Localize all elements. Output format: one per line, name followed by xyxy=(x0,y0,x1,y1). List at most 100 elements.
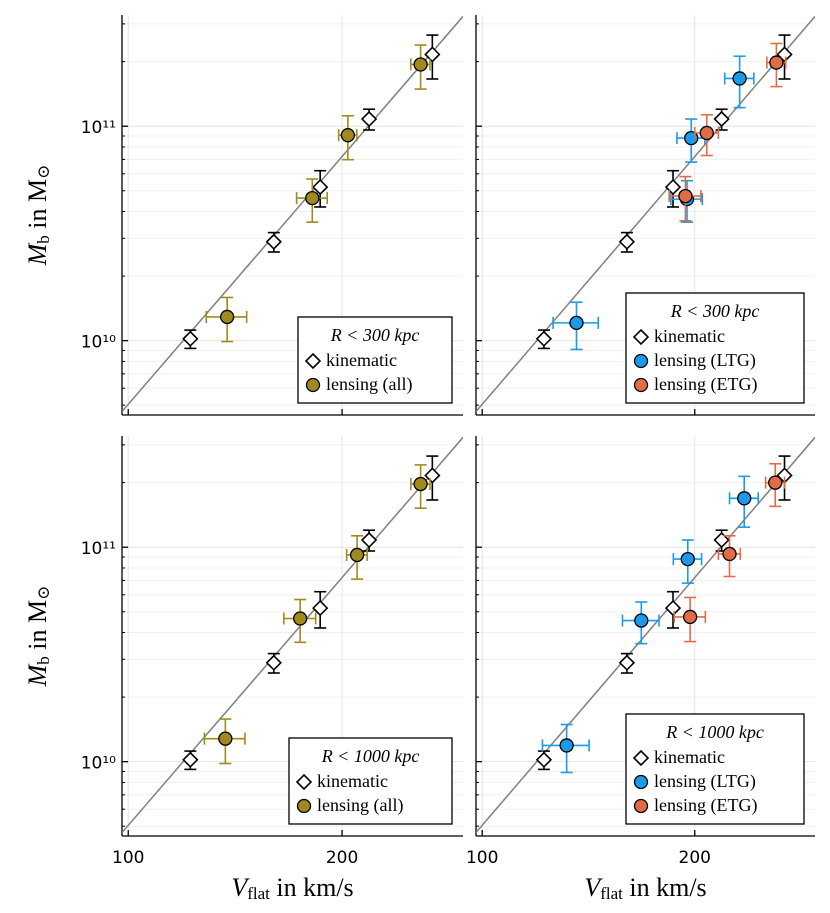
x-tick-label: 200 xyxy=(326,848,358,868)
legend-label: kinematic xyxy=(654,326,725,346)
relation-line xyxy=(476,15,815,413)
legend-label: kinematic xyxy=(654,747,725,767)
legend: R < 1000 kpc kinematic lensing (LTG) lensin… xyxy=(625,713,805,825)
y-axis-label: Mb in M⊙ xyxy=(23,165,53,267)
label-part: M xyxy=(23,242,52,266)
y-tick-label: 10¹¹ xyxy=(81,539,116,559)
label-part: flat xyxy=(247,884,270,903)
x-axis-label: Vflat in km/s xyxy=(231,873,353,903)
relation-line xyxy=(122,15,463,413)
legend-marker xyxy=(305,377,321,393)
data-point xyxy=(360,531,378,549)
y-tick-label: 10¹¹ xyxy=(81,118,116,138)
y-axis-label: Mb in M⊙ xyxy=(23,586,53,688)
label-part: V xyxy=(231,873,250,902)
legend-marker xyxy=(633,353,649,369)
data-point xyxy=(535,751,553,768)
label-part: in km/s xyxy=(623,873,707,902)
legend-marker xyxy=(304,352,322,370)
data-point xyxy=(618,654,636,671)
x-tick-label: 100 xyxy=(466,848,498,868)
y-tick-label: 10¹⁰ xyxy=(81,754,116,774)
label-part: M xyxy=(23,663,52,687)
data-point xyxy=(265,654,282,671)
data-point xyxy=(722,546,737,562)
data-point xyxy=(737,491,752,506)
data-point xyxy=(219,309,235,325)
legend-box xyxy=(625,713,805,825)
legend-marker xyxy=(633,798,649,814)
legend: R < 300 kpc kinematic lensing (LTG) lensing… xyxy=(625,292,805,404)
legend-title: R < 300 kpc xyxy=(670,301,760,321)
y-tick-label: 10¹⁰ xyxy=(81,333,116,353)
data-point xyxy=(218,731,233,746)
label-part: b xyxy=(34,235,53,244)
data-point xyxy=(265,233,282,250)
data-point xyxy=(424,467,441,484)
legend-label: kinematic xyxy=(317,771,388,791)
data-point xyxy=(182,330,199,347)
legend-marker xyxy=(633,377,649,393)
data-point xyxy=(634,613,649,628)
label-part: b xyxy=(34,656,53,665)
legend-label: kinematic xyxy=(326,350,397,370)
legend-marker xyxy=(632,328,650,346)
panel: R < 300 kpc kinematic lensing (LTG) lensing… xyxy=(475,15,815,416)
legend-title: R < 1000 kpc xyxy=(321,746,420,766)
relation-line xyxy=(122,436,463,834)
legend-label: lensing (all) xyxy=(317,795,403,816)
data-point xyxy=(312,178,329,196)
data-point xyxy=(535,330,553,347)
legend-label: lensing (all) xyxy=(326,374,412,395)
panel: 10¹⁰ 10¹¹ 100 200 Vflat in km/s Mb in M⊙ R < 1… xyxy=(23,436,463,903)
label-part: in km/s xyxy=(270,873,354,902)
data-point xyxy=(413,57,428,72)
data-point xyxy=(424,46,441,63)
data-point xyxy=(678,188,693,204)
data-point xyxy=(340,128,356,143)
data-point xyxy=(413,476,428,492)
label-part: V xyxy=(584,873,603,902)
data-point xyxy=(312,599,329,617)
plot-area xyxy=(122,436,463,834)
plot-area xyxy=(476,436,815,834)
panel: 10¹⁰ 10¹¹ Mb in M⊙ R < 300 kpc kinematic lens… xyxy=(23,15,463,416)
data-point xyxy=(569,315,584,331)
legend-box xyxy=(288,737,453,825)
plot-area xyxy=(122,15,463,413)
legend-title: R < 300 kpc xyxy=(330,325,420,345)
legend-marker xyxy=(632,749,650,767)
data-point xyxy=(349,547,365,563)
data-point xyxy=(305,190,320,206)
x-tick-label: 200 xyxy=(679,848,711,868)
data-point xyxy=(713,110,730,128)
x-tick-label: 100 xyxy=(112,848,144,868)
data-point xyxy=(699,125,714,141)
label-part: in M xyxy=(23,179,52,235)
legend-marker xyxy=(296,798,312,814)
legend: R < 1000 kpc kinematic lensing (all) xyxy=(288,737,453,825)
label-part: in M xyxy=(23,600,52,656)
data-point xyxy=(732,71,747,86)
data-point xyxy=(559,738,574,753)
plot-area xyxy=(476,15,815,413)
panel: 100 200 Vflat in km/s R < 1000 kpc kinematic… xyxy=(466,436,815,903)
data-point xyxy=(664,599,682,617)
legend-box xyxy=(297,316,453,404)
legend-label: lensing (ETG) xyxy=(654,795,757,816)
data-point xyxy=(293,611,308,626)
data-point xyxy=(768,475,783,490)
data-point xyxy=(680,551,695,567)
data-point xyxy=(182,751,199,768)
label-part: ⊙ xyxy=(34,586,53,600)
data-point xyxy=(360,110,378,128)
legend-label: lensing (ETG) xyxy=(654,374,757,395)
legend-marker xyxy=(633,774,649,790)
legend-marker xyxy=(295,773,313,791)
x-axis-label: Vflat in km/s xyxy=(584,873,706,903)
data-point xyxy=(769,55,784,70)
label-part: flat xyxy=(600,884,623,903)
data-point xyxy=(682,609,698,625)
legend-box xyxy=(625,292,805,404)
